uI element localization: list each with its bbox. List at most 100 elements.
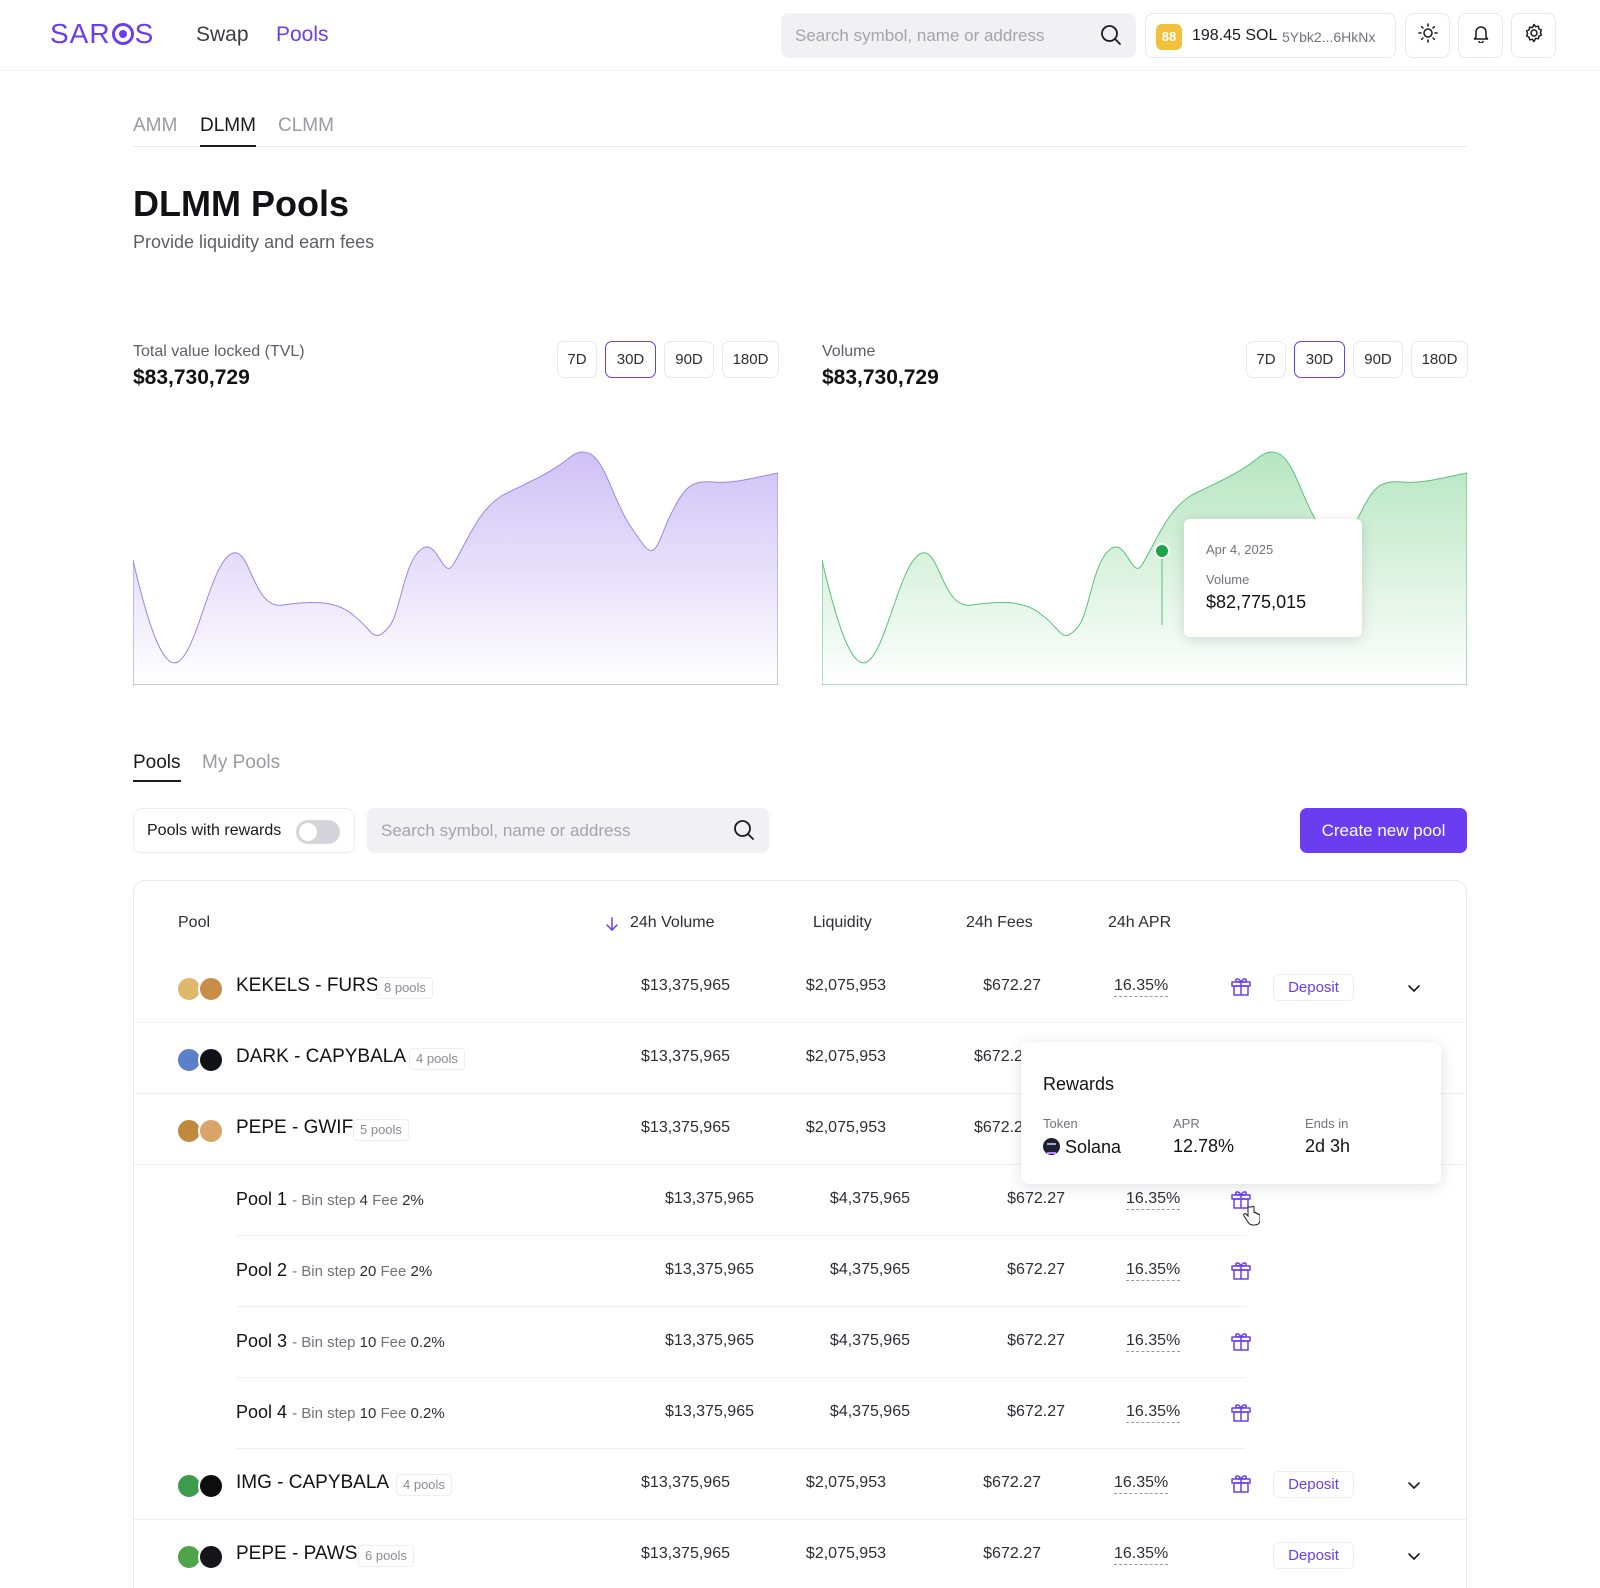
tooltip-label: Volume [1206, 572, 1250, 587]
volume-area [822, 451, 1467, 685]
pool-count-badge: 6 pools [358, 1545, 414, 1567]
token-avatar [198, 1047, 224, 1073]
notifications-button[interactable] [1458, 13, 1503, 58]
sub-pool-row[interactable]: Pool 2 - Bin step 20 Fee 2% $13,375,965 … [134, 1236, 1466, 1307]
sort-desc-icon[interactable] [605, 916, 619, 937]
wallet-address: 5Ybk2...6HkNx [1282, 29, 1376, 45]
apr-cell[interactable]: 16.35% [1114, 977, 1169, 997]
chevron-down-icon[interactable] [1407, 980, 1421, 998]
tvl-range-180d[interactable]: 180D [722, 341, 779, 378]
col-24h-volume[interactable]: 24h Volume [630, 914, 715, 931]
gift-icon[interactable] [1229, 1400, 1253, 1429]
deposit-button[interactable]: Deposit [1273, 974, 1354, 1001]
table-row[interactable]: PEPE - PAWS 6 pools $13,375,965 $2,075,9… [134, 1520, 1466, 1588]
tab-amm[interactable]: AMM [133, 115, 178, 136]
wallet-balance: 198.45 SOL [1192, 27, 1278, 44]
pair-name: PEPE - PAWS [236, 1543, 358, 1564]
apr-cell[interactable]: 16.35% [1126, 1332, 1181, 1352]
page-subtitle: Provide liquidity and earn fees [133, 232, 375, 252]
chevron-down-icon[interactable] [1407, 1477, 1421, 1495]
pool-count-badge: 8 pools [377, 977, 433, 999]
saros-logo[interactable]: SAR S [50, 18, 155, 49]
nav-swap[interactable]: Swap [196, 23, 249, 46]
settings-button[interactable] [1511, 13, 1556, 58]
create-new-pool-button[interactable]: Create new pool [1300, 808, 1467, 853]
pool-search-input[interactable] [381, 808, 711, 853]
table-row[interactable]: IMG - CAPYBALA 4 pools $13,375,965 $2,07… [134, 1449, 1466, 1520]
liquidity-cell: $4,375,965 [829, 1403, 910, 1420]
apr-cell[interactable]: 16.35% [1114, 1545, 1169, 1565]
wallet-button[interactable]: 88 198.45 SOL 5Ybk2...6HkNx [1145, 13, 1396, 58]
volume-range-90d[interactable]: 90D [1353, 341, 1403, 378]
rewards-toggle-switch[interactable] [296, 820, 340, 844]
gear-icon [1524, 23, 1544, 48]
table-row[interactable]: DARK - CAPYBALA 4 pools $13,375,965 $2,0… [134, 1023, 1466, 1094]
volume-cell: $13,375,965 [641, 977, 730, 994]
col-24h-fees[interactable]: 24h Fees [966, 914, 1033, 931]
apr-cell[interactable]: 16.35% [1126, 1261, 1181, 1281]
apr-cell[interactable]: 16.35% [1126, 1403, 1181, 1423]
volume-range-180d[interactable]: 180D [1411, 341, 1468, 378]
volume-range-7d[interactable]: 7D [1246, 341, 1286, 378]
pair-name: IMG - CAPYBALA [236, 1472, 390, 1493]
pool-type-tabs: AMM DLMM CLMM [133, 115, 1467, 147]
sub-pool-name: Pool 1 - Bin step 4 Fee 2% [236, 1189, 424, 1209]
tab-pools[interactable]: Pools [133, 752, 181, 782]
global-search-input[interactable] [795, 13, 1085, 58]
volume-area-chart [822, 451, 1467, 685]
search-icon[interactable] [733, 819, 755, 846]
nav-pools[interactable]: Pools [276, 23, 329, 46]
rewards-popover: Rewards Token Solana APR 12.78% Ends in … [1021, 1042, 1441, 1184]
tvl-range-90d[interactable]: 90D [664, 341, 714, 378]
volume-cell: $13,375,965 [641, 1119, 730, 1136]
tab-my-pools[interactable]: My Pools [202, 752, 281, 773]
apr-cell[interactable]: 16.35% [1126, 1190, 1181, 1210]
fees-cell: $672.27 [983, 1545, 1041, 1562]
gift-icon[interactable] [1229, 1258, 1253, 1287]
tab-clmm[interactable]: CLMM [278, 115, 334, 136]
tab-dlmm[interactable]: DLMM [200, 115, 256, 147]
volume-cell: $13,375,965 [665, 1190, 754, 1207]
volume-range-30d[interactable]: 30D [1294, 341, 1345, 378]
volume-label: Volume [822, 343, 876, 360]
col-24h-apr[interactable]: 24h APR [1108, 914, 1172, 931]
tvl-range-7d[interactable]: 7D [557, 341, 597, 378]
hover-point [1154, 543, 1170, 559]
pools-table: Pool 24h Volume Liquidity 24h Fees 24h A… [133, 880, 1467, 1588]
sub-pool-row[interactable]: Pool 3 - Bin step 10 Fee 0.2% $13,375,96… [134, 1307, 1466, 1378]
theme-toggle-button[interactable] [1405, 13, 1450, 58]
tvl-area-chart [133, 451, 778, 685]
rewards-title: Rewards [1043, 1074, 1115, 1094]
liquidity-cell: $2,075,953 [805, 977, 886, 994]
tooltip-date: Apr 4, 2025 [1206, 542, 1274, 557]
gift-icon[interactable] [1229, 974, 1253, 1003]
pool-search [367, 808, 769, 853]
rewards-token: Solana [1043, 1136, 1121, 1158]
sub-pool-row[interactable]: Pool 4 - Bin step 10 Fee 0.2% $13,375,96… [134, 1378, 1466, 1449]
apr-cell[interactable]: 16.35% [1114, 1474, 1169, 1494]
gift-icon[interactable] [1229, 1187, 1253, 1216]
fees-cell: $672.27 [983, 1474, 1041, 1491]
search-icon[interactable] [1100, 24, 1122, 51]
gift-icon[interactable] [1229, 1471, 1253, 1500]
fees-cell: $672.2 [974, 1048, 1023, 1065]
tvl-area [133, 451, 778, 685]
table-row[interactable]: KEKELS - FURS 8 pools $13,375,965 $2,075… [134, 952, 1466, 1023]
liquidity-cell: $2,075,953 [805, 1545, 886, 1562]
rewards-ends: 2d 3h [1305, 1136, 1351, 1156]
deposit-button[interactable]: Deposit [1273, 1542, 1354, 1569]
token-avatar [176, 1473, 202, 1499]
fees-cell: $672.2 [974, 1119, 1023, 1136]
table-row[interactable]: PEPE - GWIF 5 pools $13,375,965 $2,075,9… [134, 1094, 1466, 1165]
sub-pool-row[interactable]: Pool 1 - Bin step 4 Fee 2% $13,375,965 $… [134, 1165, 1466, 1236]
volume-value: $83,730,729 [822, 366, 939, 389]
rewards-apr-label: APR [1173, 1116, 1200, 1131]
tooltip-value: $82,775,015 [1206, 592, 1307, 612]
tvl-range-30d[interactable]: 30D [605, 341, 656, 378]
col-liquidity[interactable]: Liquidity [813, 914, 872, 931]
gift-icon[interactable] [1229, 1329, 1253, 1358]
volume-cell: $13,375,965 [641, 1545, 730, 1562]
volume-cell: $13,375,965 [665, 1332, 754, 1349]
chevron-down-icon[interactable] [1407, 1548, 1421, 1566]
deposit-button[interactable]: Deposit [1273, 1471, 1354, 1498]
